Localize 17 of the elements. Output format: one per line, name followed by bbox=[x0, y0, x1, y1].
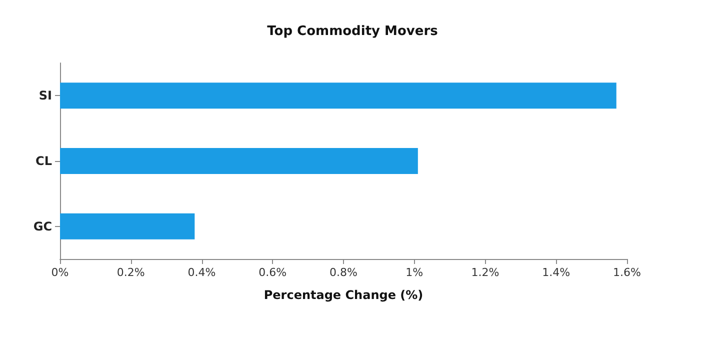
bar bbox=[60, 213, 195, 240]
bar bbox=[60, 82, 616, 109]
x-tick-label: 1.2% bbox=[471, 266, 500, 279]
x-tick-label: 0.4% bbox=[188, 266, 216, 279]
x-tick-label: 0.2% bbox=[116, 266, 145, 279]
x-tick-label: 1.6% bbox=[613, 266, 641, 279]
x-tick-label: 1.4% bbox=[542, 266, 570, 279]
y-tick-label: GC bbox=[33, 219, 52, 234]
chart-title: Top Commodity Movers bbox=[267, 24, 438, 39]
x-tick-label: 0.8% bbox=[330, 266, 358, 279]
x-axis-title: Percentage Change (%) bbox=[264, 288, 424, 302]
bar bbox=[60, 148, 418, 174]
x-tick-label: 0.6% bbox=[258, 266, 287, 279]
x-tick-label: 1% bbox=[406, 266, 424, 279]
x-tick-label: 0% bbox=[51, 266, 69, 279]
y-tick-label: CL bbox=[36, 154, 52, 168]
y-tick-label: SI bbox=[38, 88, 52, 103]
